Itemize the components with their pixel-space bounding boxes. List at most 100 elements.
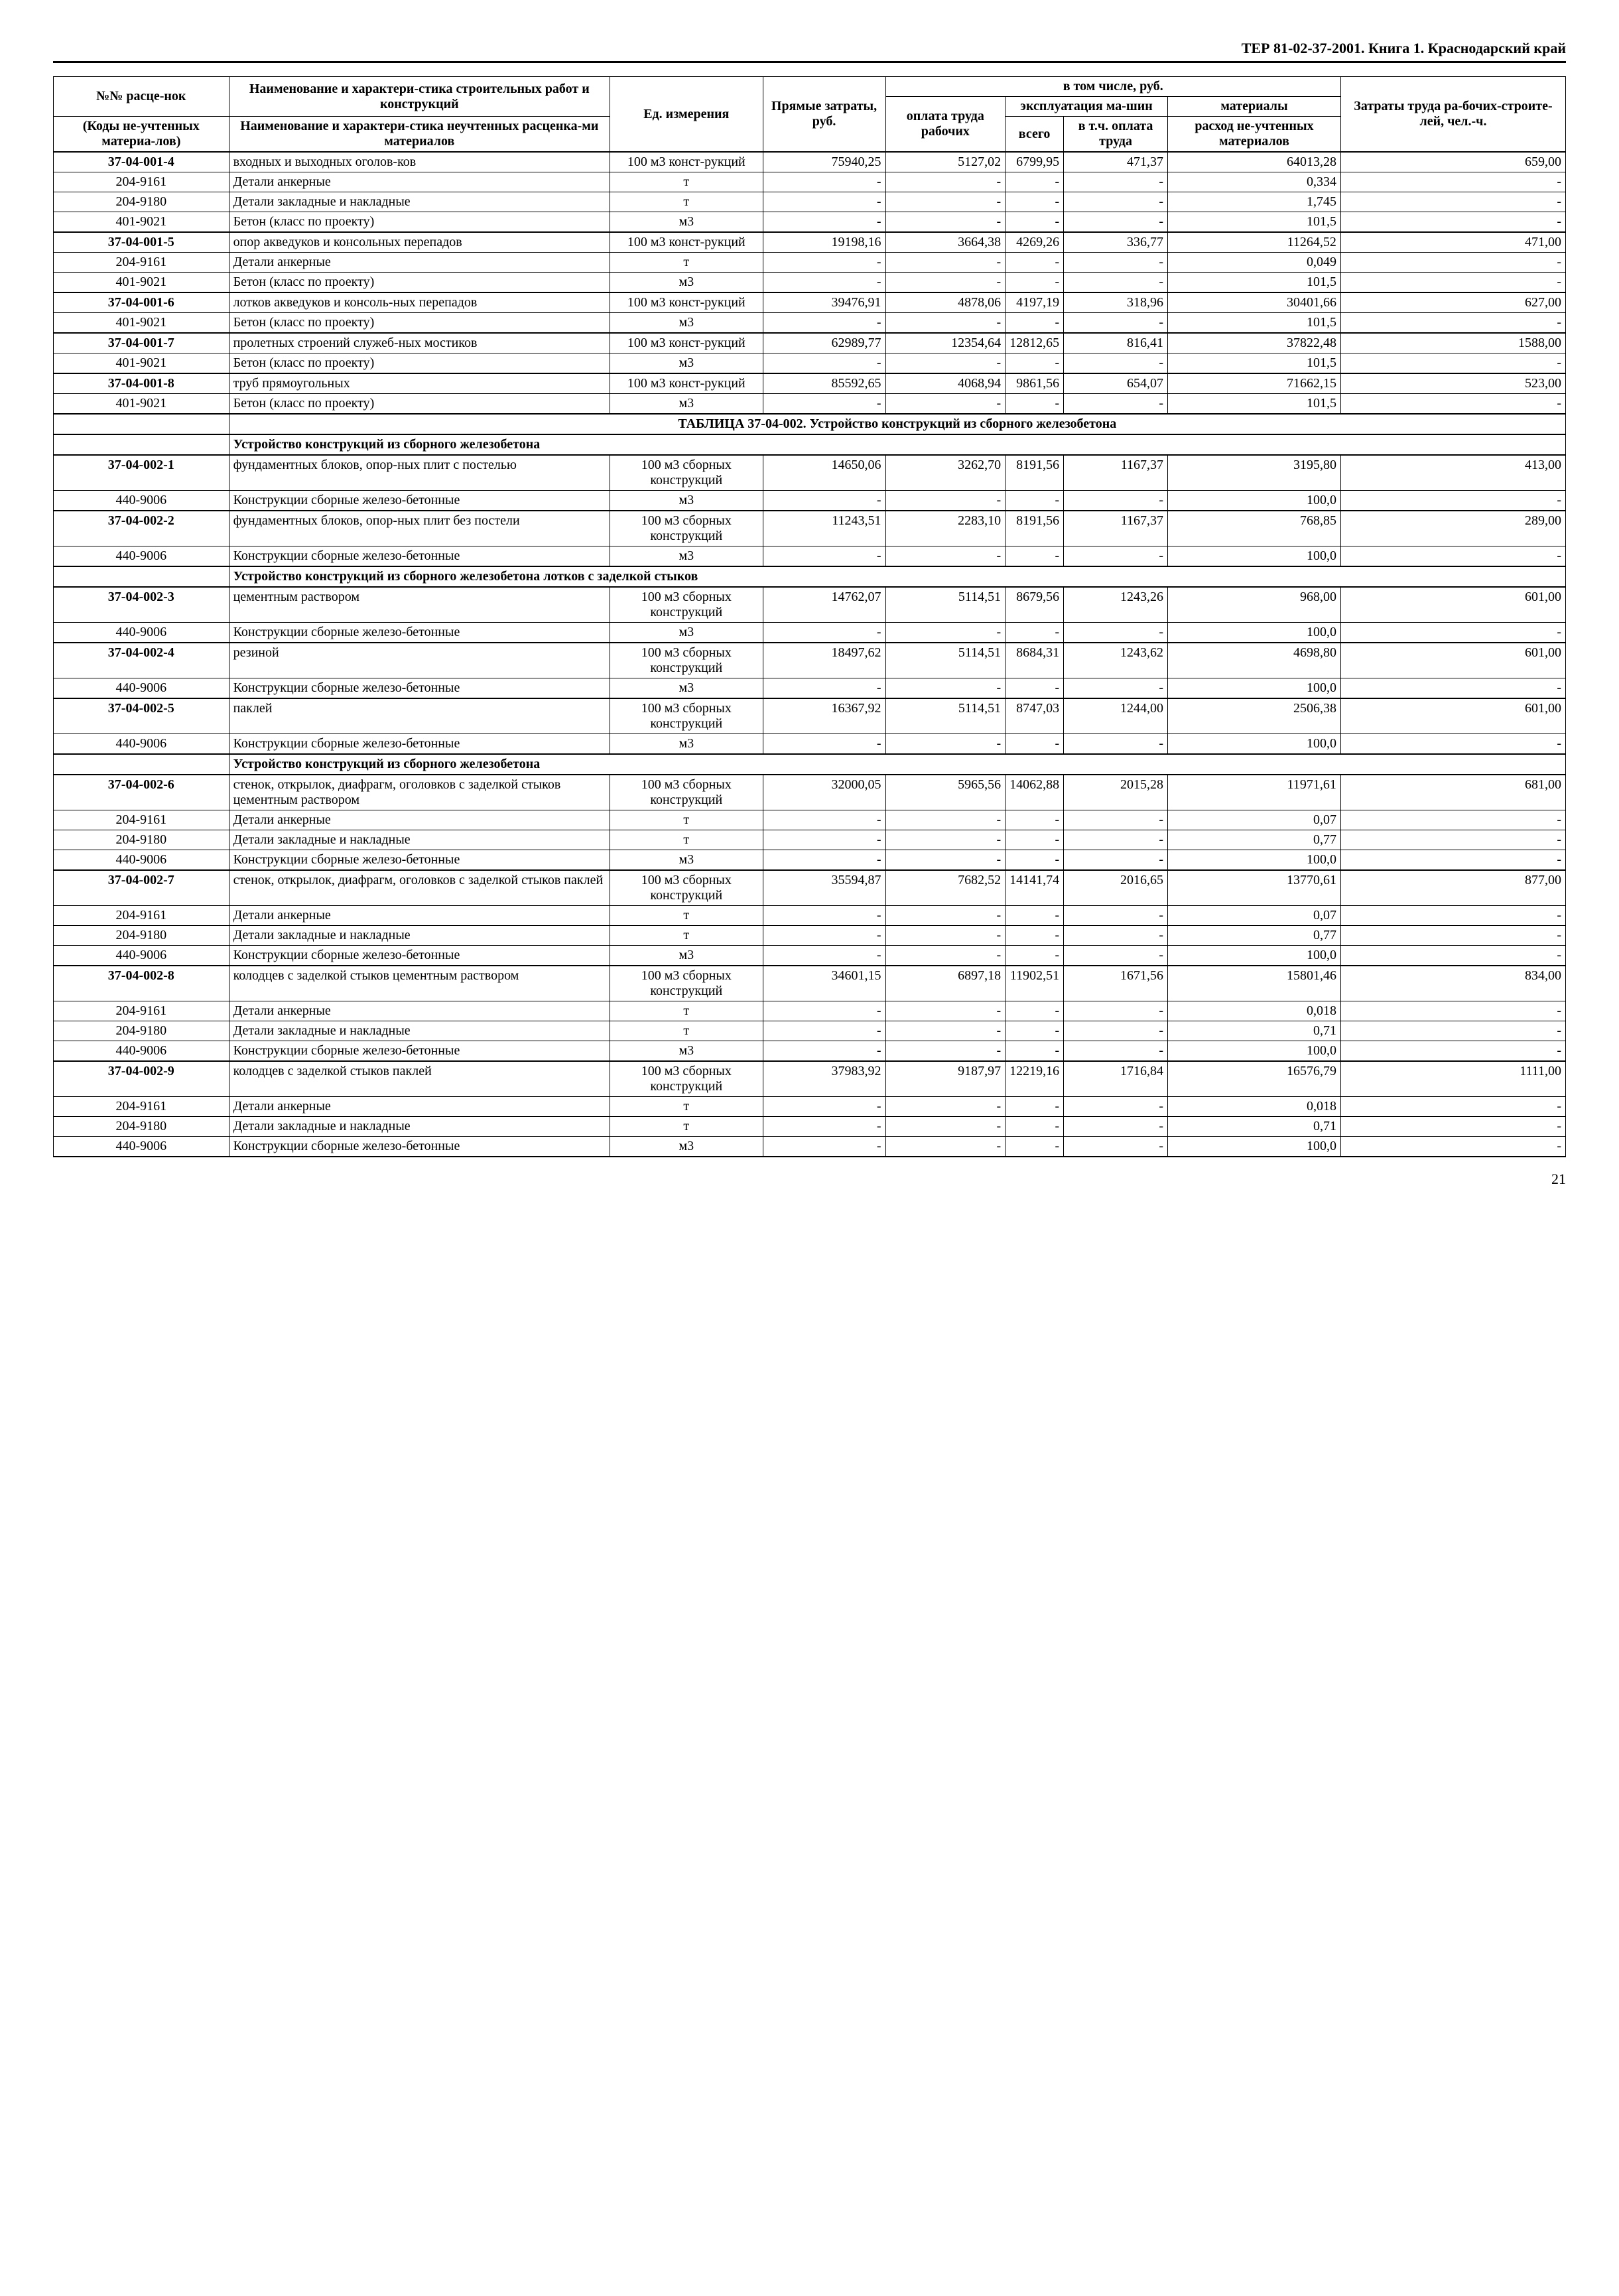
cell-c4: 14650,06 xyxy=(763,455,885,491)
cell-name: Детали анкерные xyxy=(229,172,610,192)
cell-c4: - xyxy=(763,810,885,830)
cell-c4: - xyxy=(763,926,885,946)
table-row: 401-9021Бетон (класс по проекту)м3----10… xyxy=(54,273,1566,293)
cell-c5: - xyxy=(885,491,1005,511)
cell-c6: - xyxy=(1005,172,1064,192)
cell-c6: - xyxy=(1005,546,1064,567)
cell-c8: - xyxy=(1340,353,1565,374)
cell-c6: 9861,56 xyxy=(1005,373,1064,394)
cell-c4: 85592,65 xyxy=(763,373,885,394)
cell-unit: 100 м3 конст-рукций xyxy=(610,152,763,172)
cell-c4: 34601,15 xyxy=(763,966,885,1001)
cell-c4: 62989,77 xyxy=(763,333,885,353)
cell-code: 440-9006 xyxy=(54,734,229,755)
cell-c8: 659,00 xyxy=(1340,152,1565,172)
cell-code: 37-04-001-5 xyxy=(54,232,229,253)
cell-c6b: - xyxy=(1064,1021,1168,1041)
cell-c4: - xyxy=(763,313,885,334)
cell-c4: - xyxy=(763,491,885,511)
section-row: Устройство конструкций из сборного желез… xyxy=(54,754,1566,775)
cell-c6b: - xyxy=(1064,192,1168,212)
page-number: 21 xyxy=(53,1171,1566,1188)
cell-c4: - xyxy=(763,273,885,293)
cell-c5: - xyxy=(885,1001,1005,1021)
cell-c8: 523,00 xyxy=(1340,373,1565,394)
cell-c6: 11902,51 xyxy=(1005,966,1064,1001)
cell-unit: т xyxy=(610,1021,763,1041)
cell-c6: - xyxy=(1005,906,1064,926)
cell-c5: 9187,97 xyxy=(885,1061,1005,1097)
section-title: Устройство конструкций из сборного желез… xyxy=(229,754,1565,775)
cell-code: 401-9021 xyxy=(54,353,229,374)
col-mach-wage: в т.ч. оплата труда xyxy=(1064,117,1168,153)
cell-c8: - xyxy=(1340,1041,1565,1062)
cell-c8: - xyxy=(1340,678,1565,699)
cell-c5: - xyxy=(885,172,1005,192)
cell-name: Детали анкерные xyxy=(229,1001,610,1021)
cell-name: труб прямоугольных xyxy=(229,373,610,394)
cell-c4: - xyxy=(763,353,885,374)
cell-c7: 37822,48 xyxy=(1168,333,1341,353)
cell-c7: 968,00 xyxy=(1168,587,1341,623)
cell-c8: 601,00 xyxy=(1340,643,1565,678)
cell-code: 440-9006 xyxy=(54,623,229,643)
cell-name: цементным раствором xyxy=(229,587,610,623)
cell-c8: 1111,00 xyxy=(1340,1061,1565,1097)
cell-c5: - xyxy=(885,546,1005,567)
cell-c5: - xyxy=(885,313,1005,334)
cell-c7: 13770,61 xyxy=(1168,870,1341,906)
cell-code: 204-9180 xyxy=(54,926,229,946)
cell-unit: т xyxy=(610,1001,763,1021)
cell-c4: 16367,92 xyxy=(763,698,885,734)
cell-name: Бетон (класс по проекту) xyxy=(229,273,610,293)
cell-c8: - xyxy=(1340,172,1565,192)
cell-name: Детали закладные и накладные xyxy=(229,1021,610,1041)
cell-code: 37-04-001-6 xyxy=(54,292,229,313)
cell-c4: - xyxy=(763,623,885,643)
cell-unit: 100 м3 конст-рукций xyxy=(610,373,763,394)
cell-c8: - xyxy=(1340,850,1565,871)
cell-c6b: 654,07 xyxy=(1064,373,1168,394)
col-labor: Затраты труда ра-бочих-строите-лей, чел.… xyxy=(1340,77,1565,153)
cell-empty xyxy=(54,566,229,587)
cell-c6: - xyxy=(1005,734,1064,755)
section-row: Устройство конструкций из сборного желез… xyxy=(54,566,1566,587)
cell-c4: - xyxy=(763,546,885,567)
table-row: 440-9006Конструкции сборные железо-бетон… xyxy=(54,946,1566,966)
cell-c8: - xyxy=(1340,192,1565,212)
cell-c6b: 318,96 xyxy=(1064,292,1168,313)
cell-c7: 101,5 xyxy=(1168,313,1341,334)
cell-name: лотков акведуков и консоль-ных перепадов xyxy=(229,292,610,313)
cell-c6: 4197,19 xyxy=(1005,292,1064,313)
cell-code: 440-9006 xyxy=(54,678,229,699)
cell-c6b: 336,77 xyxy=(1064,232,1168,253)
cell-code: 401-9021 xyxy=(54,394,229,415)
cell-name: Бетон (класс по проекту) xyxy=(229,394,610,415)
cell-c6: - xyxy=(1005,212,1064,233)
cell-c7: 1,745 xyxy=(1168,192,1341,212)
cell-c4: 75940,25 xyxy=(763,152,885,172)
cell-c6: - xyxy=(1005,946,1064,966)
col-name-b: Наименование и характери-стика неучтенны… xyxy=(229,117,610,153)
table-row: 401-9021Бетон (класс по проекту)м3----10… xyxy=(54,212,1566,233)
cell-code: 37-04-001-8 xyxy=(54,373,229,394)
cell-code: 37-04-002-9 xyxy=(54,1061,229,1097)
cell-c4: - xyxy=(763,734,885,755)
cell-unit: т xyxy=(610,1117,763,1137)
cell-name: Детали закладные и накладные xyxy=(229,1117,610,1137)
cell-c4: 37983,92 xyxy=(763,1061,885,1097)
cell-code: 37-04-002-7 xyxy=(54,870,229,906)
cell-c6b: - xyxy=(1064,273,1168,293)
cell-c4: - xyxy=(763,678,885,699)
cell-c7: 100,0 xyxy=(1168,1137,1341,1157)
cell-code: 204-9161 xyxy=(54,906,229,926)
cell-name: Конструкции сборные железо-бетонные xyxy=(229,1137,610,1157)
cell-c6: - xyxy=(1005,353,1064,374)
table-row: 37-04-002-4резиной100 м3 сборных констру… xyxy=(54,643,1566,678)
table-row: 37-04-001-8труб прямоугольных100 м3 конс… xyxy=(54,373,1566,394)
cell-name: фундаментных блоков, опор-ных плит с пос… xyxy=(229,455,610,491)
cell-code: 401-9021 xyxy=(54,273,229,293)
cell-c6: - xyxy=(1005,1117,1064,1137)
cell-c7: 100,0 xyxy=(1168,734,1341,755)
table-row: 204-9161Детали анкерныет----0,334- xyxy=(54,172,1566,192)
